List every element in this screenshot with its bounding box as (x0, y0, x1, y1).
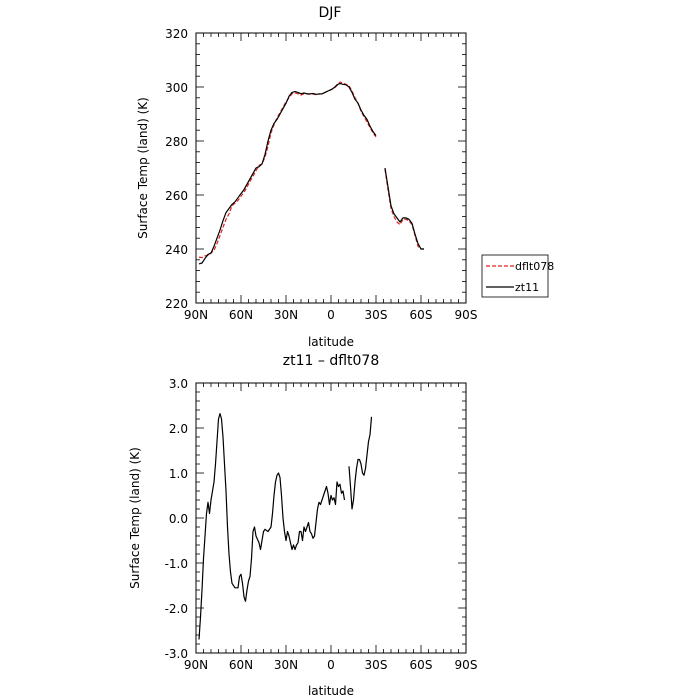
bottom-x-tick-label: 30N (274, 658, 298, 672)
bottom-panel: zt11 – dflt078 90N 60N 30N 0 30S 60S 90S -3.0 -2… (128, 353, 477, 698)
bottom-x-axis-label: latitude (308, 684, 354, 698)
top-x-tick-label: 60S (410, 308, 433, 322)
bottom-x-tick-label: 0 (327, 658, 335, 672)
top-x-tick-label: 30S (365, 308, 388, 322)
legend-label-dflt078: dflt078 (515, 260, 554, 273)
bottom-x-tick-label: 60S (410, 658, 433, 672)
bottom-plot-frame (195, 382, 467, 654)
top-x-tick-label: 0 (327, 308, 335, 322)
top-x-tick-label: 60N (229, 308, 253, 322)
bottom-x-tick-label: 90S (455, 658, 478, 672)
top-y-axis-label: Surface Temp (land) (K) (136, 97, 150, 239)
top-y-tick-label: 280 (165, 135, 188, 149)
top-y-tick-label: 260 (165, 189, 188, 203)
top-y-tick-label: 220 (165, 297, 188, 311)
top-y-tick-label: 300 (165, 81, 188, 95)
bottom-y-tick-label: 3.0 (169, 377, 188, 391)
legend-box (481, 254, 549, 298)
bottom-y-axis-label: Surface Temp (land) (K) (128, 447, 142, 589)
top-series-lines (198, 81, 424, 265)
top-panel: DJF 90N 60N 30N 0 30S 60S 90S 220 240 260 280 300 32… (136, 5, 554, 349)
top-x-tick-label: 90S (455, 308, 478, 322)
top-x-axis-label: latitude (308, 335, 354, 349)
bottom-series-line-diff (198, 413, 346, 640)
bottom-y-tick-label: -1.0 (165, 557, 188, 571)
top-legend: dflt078 zt11 (481, 254, 554, 298)
top-y-tick-label: 240 (165, 243, 188, 257)
bottom-x-tick-label: 90N (184, 658, 208, 672)
bottom-axis-ticks: 90N 60N 30N 0 30S 60S 90S -3.0 -2.0 -1.0 0.0 1.0 2.0… (165, 377, 478, 672)
top-series-line-dflt078 (198, 81, 377, 259)
bottom-x-tick-label: 60N (229, 658, 253, 672)
top-axis-ticks: 90N 60N 30N 0 30S 60S 90S 220 240 260 280 300 320 (165, 27, 477, 322)
bottom-chart-title: zt11 – dflt078 (283, 353, 379, 369)
bottom-y-tick-label: 2.0 (169, 422, 188, 436)
top-series-line-zt11 (384, 167, 424, 250)
bottom-series-lines (198, 413, 373, 640)
top-x-tick-label: 30N (274, 308, 298, 322)
top-series-line-zt11 (198, 82, 377, 265)
bottom-x-tick-label: 30S (365, 658, 388, 672)
legend-label-zt11: zt11 (515, 281, 539, 294)
bottom-series-line-diff (348, 416, 373, 510)
bottom-y-tick-label: 0.0 (169, 512, 188, 526)
top-x-tick-label: 90N (184, 308, 208, 322)
top-plot-frame (195, 32, 467, 304)
top-y-tick-label: 320 (165, 27, 188, 41)
top-chart-title: DJF (319, 5, 342, 21)
bottom-y-tick-label: -2.0 (165, 602, 188, 616)
top-series-line-dflt078 (384, 169, 424, 250)
bottom-y-tick-label: -3.0 (165, 647, 188, 661)
bottom-y-tick-label: 1.0 (169, 467, 188, 481)
